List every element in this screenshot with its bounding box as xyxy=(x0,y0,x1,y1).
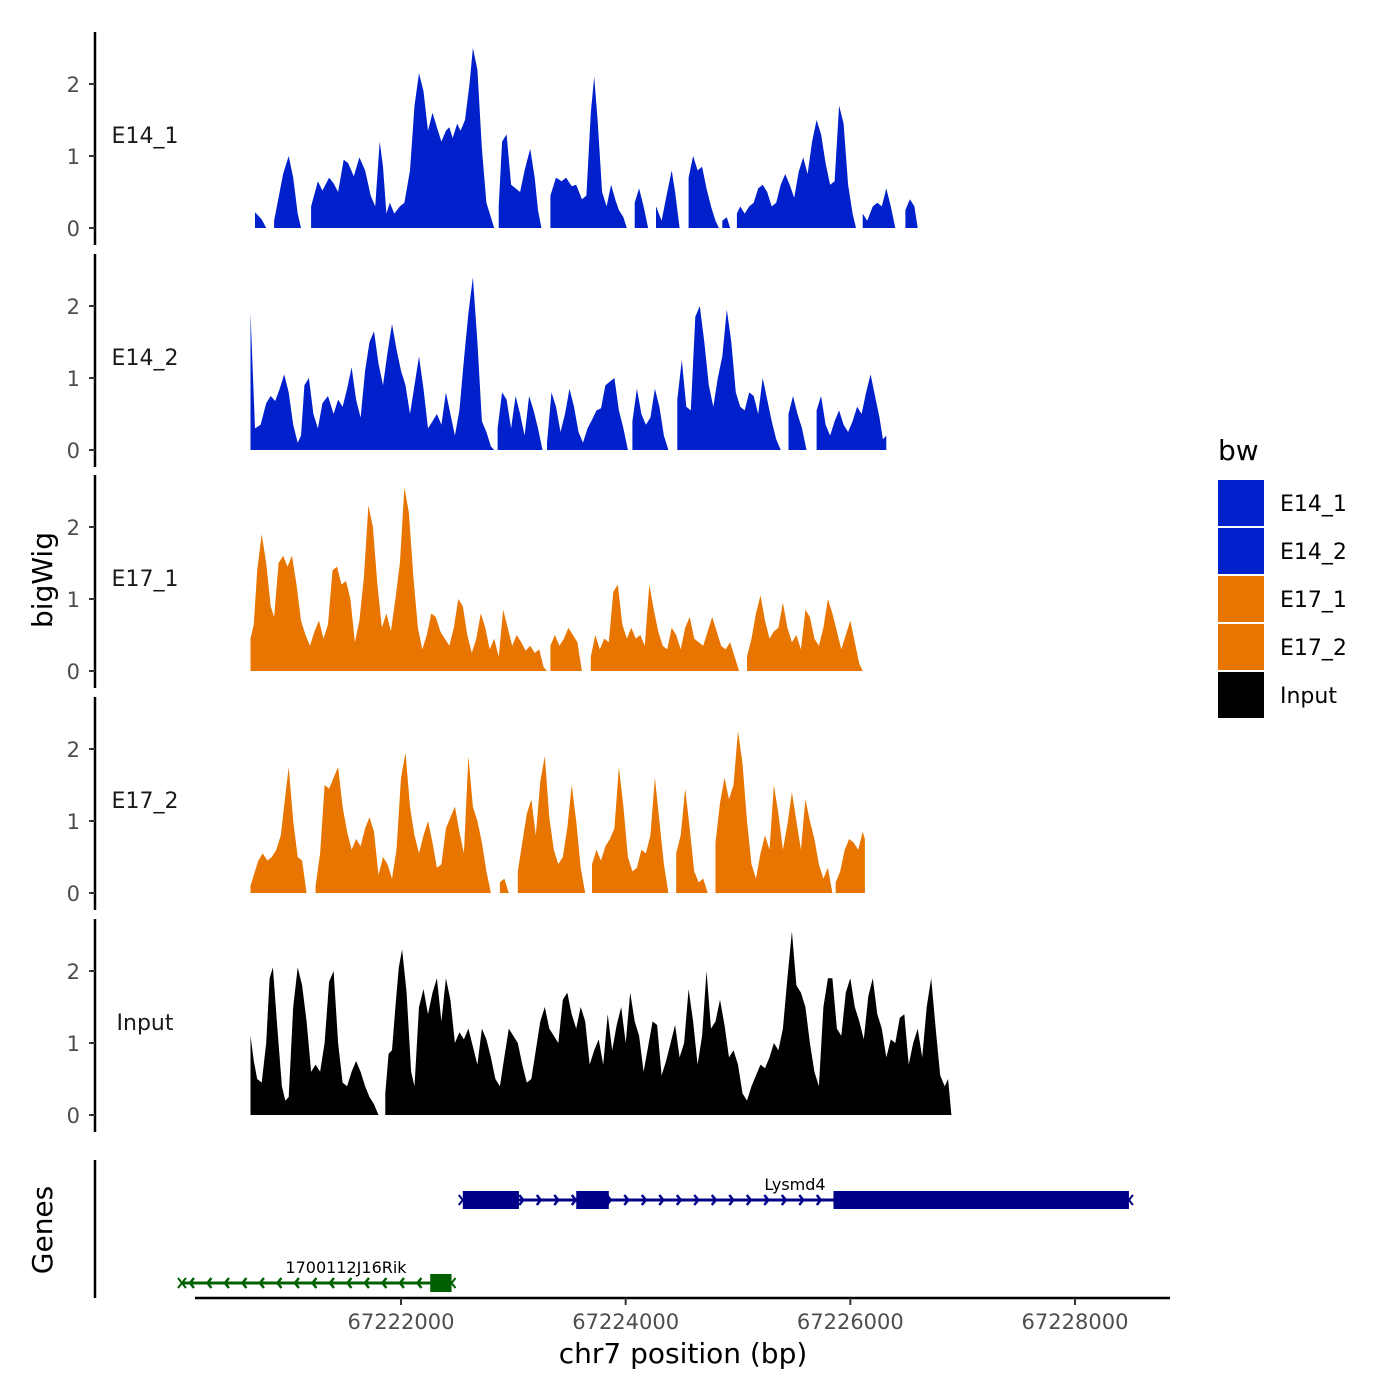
strand-arrow xyxy=(275,1277,283,1289)
exon xyxy=(833,1191,1129,1209)
strand-arrow xyxy=(223,1277,230,1289)
strand-arrow xyxy=(205,1277,213,1289)
strand-arrow xyxy=(728,1194,735,1206)
strand-arrow xyxy=(798,1194,805,1206)
legend-swatch xyxy=(1218,672,1264,718)
y-tick-label: 1 xyxy=(67,588,80,612)
track-E14_2: 0 1 2 E14_2 xyxy=(67,254,887,467)
track-label: E14_1 xyxy=(112,124,179,149)
x-axis: 67222000 67224000 67226000 67228000 xyxy=(195,1296,1170,1334)
area-E14_1 xyxy=(255,48,918,228)
strand-arrow xyxy=(240,1277,248,1289)
gene-end-mark xyxy=(458,1194,468,1206)
strand-arrow xyxy=(380,1277,388,1289)
gene-Lysmd4: Lysmd4 xyxy=(458,1175,1134,1209)
track-Input: 0 1 2 Input xyxy=(67,919,952,1132)
strand-arrow xyxy=(780,1194,788,1206)
track-E17_2: 0 1 2 E17_2 xyxy=(67,697,865,910)
legend-label: E17_2 xyxy=(1280,636,1347,661)
gene-end-mark xyxy=(1124,1194,1134,1206)
exon xyxy=(576,1191,609,1209)
track-panels: 0 1 2 E14_1 0 1 2 E14_2 0 1 2 E17_1 0 1 2 E17_2 0 1 2 Input xyxy=(67,32,952,1132)
strand-arrow xyxy=(745,1194,753,1206)
gene-label: 1700112J16Rik xyxy=(285,1258,407,1277)
strand-arrow xyxy=(693,1194,700,1206)
strand-arrow xyxy=(258,1277,265,1289)
track-label: Input xyxy=(117,1011,174,1036)
x-tick-label: 67224000 xyxy=(572,1310,679,1334)
y-tick-label: 0 xyxy=(67,882,80,906)
track-E14_1: 0 1 2 E14_1 xyxy=(67,32,918,245)
strand-arrow xyxy=(328,1277,335,1289)
area-E17_2 xyxy=(250,731,865,893)
strand-arrow xyxy=(553,1194,560,1206)
strand-arrow xyxy=(310,1277,318,1289)
strand-arrow xyxy=(623,1194,630,1206)
track-E17_1: 0 1 2 E17_1 xyxy=(67,475,865,688)
legend-label: E14_2 xyxy=(1280,540,1347,565)
strand-arrow xyxy=(815,1194,823,1206)
x-axis-title: chr7 position (bp) xyxy=(559,1337,808,1370)
area-E17_1 xyxy=(250,487,865,671)
area-E14_2 xyxy=(250,277,887,450)
legend-label: E14_1 xyxy=(1280,492,1347,517)
x-tick-label: 67226000 xyxy=(797,1310,904,1334)
strand-arrow xyxy=(675,1194,683,1206)
y-tick-label: 1 xyxy=(67,367,80,391)
track-label: E17_1 xyxy=(112,567,179,592)
strand-arrow xyxy=(710,1194,718,1206)
legend: bw E14_1 E14_2 E17_1 E17_2 Input xyxy=(1218,434,1347,718)
strand-arrow xyxy=(293,1277,300,1289)
genes-track: Lysmd4 1700112J16Rik xyxy=(93,1160,1134,1298)
track-label: E14_2 xyxy=(112,346,179,371)
strand-arrow xyxy=(570,1194,578,1206)
strand-arrow xyxy=(535,1194,543,1206)
y-tick-label: 0 xyxy=(67,217,80,241)
y-tick-label: 0 xyxy=(67,1104,80,1128)
legend-title: bw xyxy=(1218,434,1259,467)
genes-track-title: Genes xyxy=(26,1186,59,1274)
legend-swatch xyxy=(1218,528,1264,574)
area-Input xyxy=(250,931,952,1115)
legend-swatch xyxy=(1218,576,1264,622)
strand-arrow xyxy=(398,1277,405,1289)
strand-arrow xyxy=(658,1194,665,1206)
y-tick-label: 2 xyxy=(67,73,80,97)
y-tick-label: 1 xyxy=(67,1032,80,1056)
legend-label: Input xyxy=(1280,684,1337,709)
gene-label: Lysmd4 xyxy=(764,1175,825,1194)
exon xyxy=(430,1274,452,1292)
track-label: E17_2 xyxy=(112,789,179,814)
y-tick-label: 2 xyxy=(67,295,80,319)
y-tick-label: 0 xyxy=(67,660,80,684)
strand-arrow xyxy=(415,1277,423,1289)
strand-arrow xyxy=(188,1277,195,1289)
strand-arrow xyxy=(345,1277,353,1289)
gene-end-mark xyxy=(446,1277,457,1289)
y-tick-label: 1 xyxy=(67,810,80,834)
strand-arrow xyxy=(640,1194,648,1206)
strand-arrow xyxy=(363,1277,370,1289)
y-axis-title: bigWig xyxy=(26,532,59,628)
legend-swatch xyxy=(1218,624,1264,670)
strand-arrow xyxy=(763,1194,770,1206)
gene-1700112J16Rik: 1700112J16Rik xyxy=(177,1258,457,1292)
strand-arrow xyxy=(518,1194,525,1206)
legend-label: E17_1 xyxy=(1280,588,1347,613)
y-tick-label: 2 xyxy=(67,960,80,984)
y-tick-label: 1 xyxy=(67,145,80,169)
y-tick-label: 2 xyxy=(67,738,80,762)
x-tick-label: 67228000 xyxy=(1022,1310,1129,1334)
exon xyxy=(462,1191,519,1209)
legend-swatch xyxy=(1218,480,1264,526)
y-tick-label: 0 xyxy=(67,439,80,463)
y-tick-label: 2 xyxy=(67,516,80,540)
gene-end-mark xyxy=(177,1277,187,1289)
x-tick-label: 67222000 xyxy=(348,1310,455,1334)
